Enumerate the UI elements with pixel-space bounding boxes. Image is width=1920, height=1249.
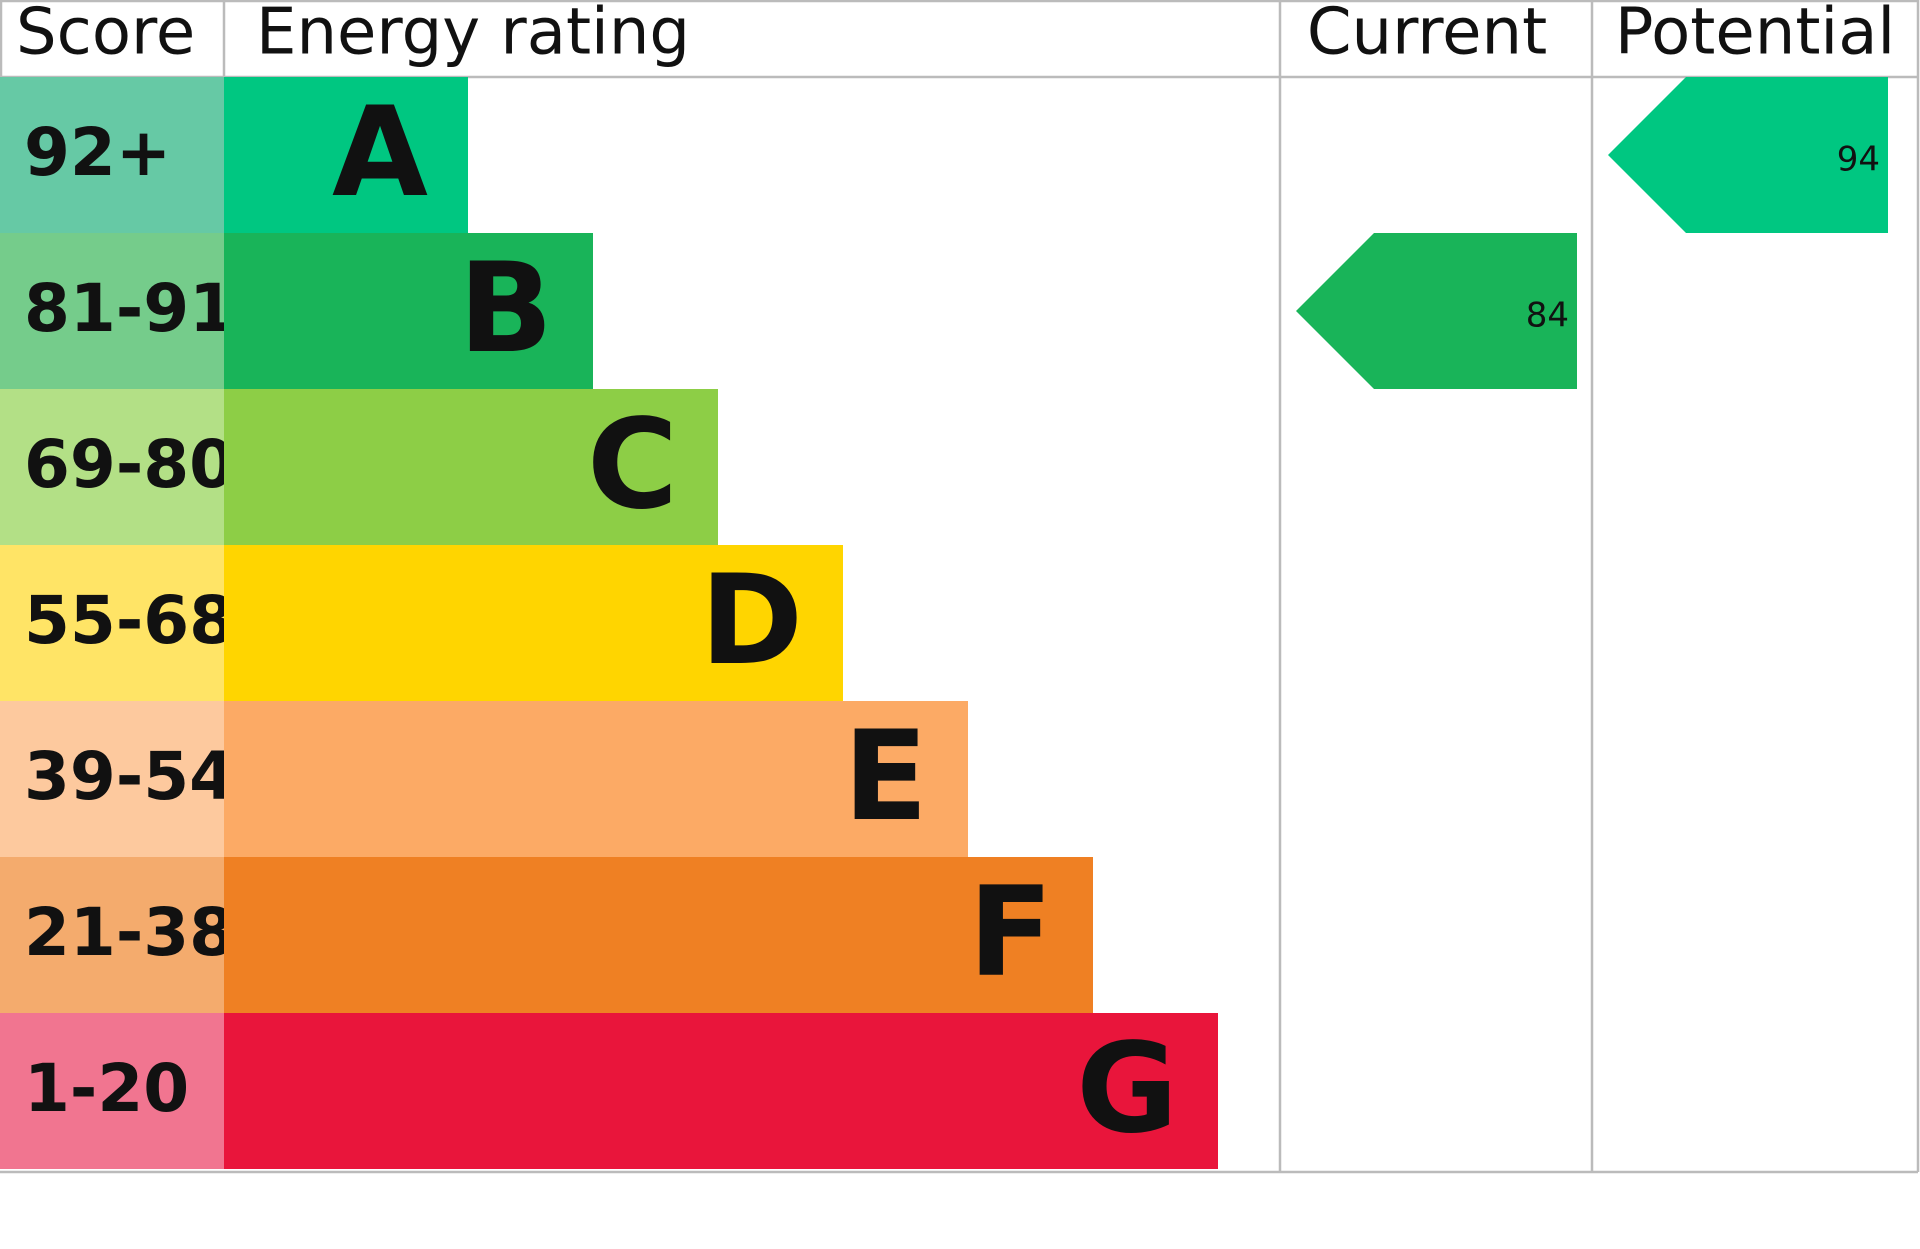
score-range: 69-80 [24, 426, 235, 503]
rating-letter: D [700, 549, 803, 693]
score-range: 1-20 [24, 1050, 189, 1127]
score-cell [0, 701, 224, 857]
score-range: 81-91 [24, 270, 235, 347]
rating-letter: B [458, 237, 553, 381]
rating-bar [224, 389, 718, 545]
header-current: Current [1307, 0, 1547, 70]
potential-value: 94 [1837, 140, 1880, 180]
score-range: 55-68 [24, 582, 235, 659]
rating-letter: C [587, 393, 678, 537]
header-score: Score [16, 0, 195, 70]
rating-bar [224, 857, 1093, 1013]
potential-arrow [1608, 77, 1888, 233]
header-potential: Potential [1615, 0, 1895, 70]
rating-letter: E [843, 705, 928, 849]
rating-letter: A [332, 81, 428, 225]
rating-bar [224, 77, 468, 233]
score-cell [0, 233, 224, 389]
rating-letter: F [968, 861, 1053, 1005]
current-value: 84 [1526, 296, 1569, 336]
score-range: 21-38 [24, 894, 235, 971]
score-range: 39-54 [24, 738, 235, 815]
rating-letter: G [1076, 1017, 1178, 1161]
score-cell [0, 77, 224, 233]
score-range: 92+ [24, 114, 171, 191]
score-cell [0, 545, 224, 701]
rating-bar [224, 233, 593, 389]
score-cell [0, 857, 224, 1013]
rating-bar [224, 701, 968, 857]
rating-bar [224, 545, 843, 701]
current-arrow [1296, 233, 1577, 389]
score-cell [0, 1013, 224, 1169]
rating-bar [224, 1013, 1218, 1169]
header-rating: Energy rating [256, 0, 690, 70]
score-cell [0, 389, 224, 545]
